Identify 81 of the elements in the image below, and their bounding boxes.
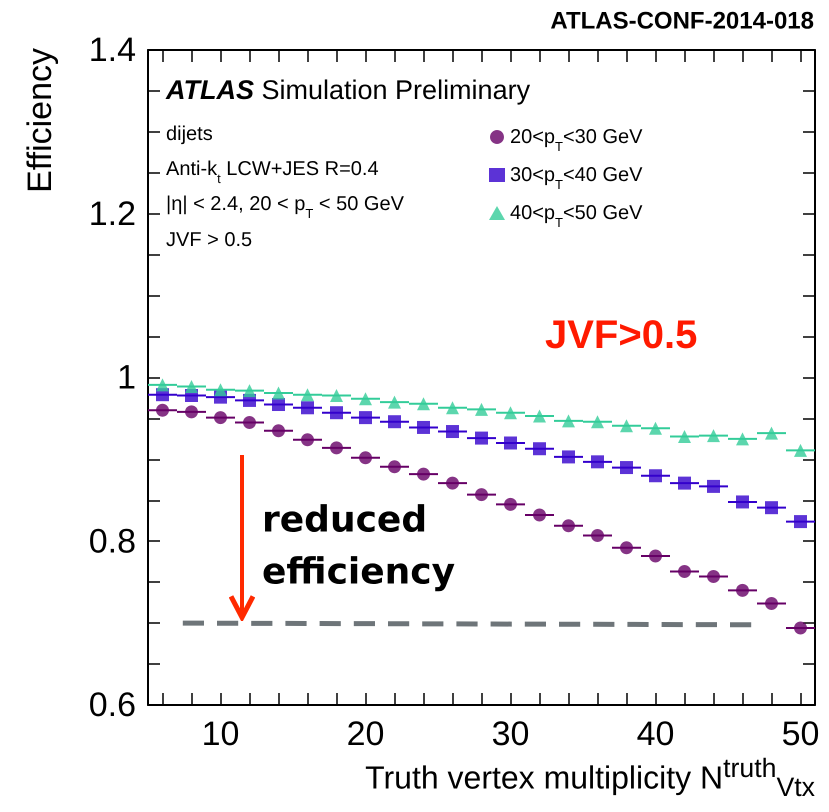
point xyxy=(678,430,691,443)
point xyxy=(649,422,662,435)
point xyxy=(707,429,720,442)
point xyxy=(736,432,749,446)
point xyxy=(591,455,604,468)
point xyxy=(765,426,778,440)
point xyxy=(736,495,749,508)
point xyxy=(591,415,604,428)
point xyxy=(185,380,198,394)
point xyxy=(243,384,256,398)
point xyxy=(562,414,575,428)
y-axis-title: Efficiency xyxy=(21,48,59,193)
x-tick-label: 40 xyxy=(636,715,674,753)
point xyxy=(417,397,430,410)
point xyxy=(591,529,604,542)
point xyxy=(388,396,401,409)
point xyxy=(649,469,662,482)
point xyxy=(504,406,517,420)
point xyxy=(359,411,372,424)
x-tick-label: 10 xyxy=(202,715,240,753)
point xyxy=(214,411,227,424)
point xyxy=(330,441,343,454)
point xyxy=(330,406,343,420)
point xyxy=(359,392,372,406)
point xyxy=(562,519,575,532)
x-tick-label: 20 xyxy=(346,715,384,753)
point xyxy=(301,388,314,402)
point xyxy=(533,409,546,422)
annotation: JVF>0.5 xyxy=(545,313,698,357)
point xyxy=(446,401,459,414)
point xyxy=(388,415,401,428)
point xyxy=(156,404,169,417)
point xyxy=(794,622,807,635)
annotation: reduced efficiency xyxy=(262,500,456,592)
x-tick-label: 50 xyxy=(782,715,820,753)
point xyxy=(243,416,256,430)
y-tick-label: 1.2 xyxy=(88,194,136,233)
point xyxy=(417,420,430,434)
y-tick-label: 1 xyxy=(117,358,136,396)
point xyxy=(533,442,546,456)
point xyxy=(475,488,488,502)
point xyxy=(794,515,807,528)
point xyxy=(562,450,575,464)
point xyxy=(649,549,662,562)
y-tick-label: 0.8 xyxy=(88,522,136,560)
point xyxy=(533,508,546,522)
point xyxy=(156,378,169,392)
point xyxy=(707,480,720,493)
point xyxy=(446,476,459,490)
x-tick-label: 30 xyxy=(492,715,530,753)
point xyxy=(620,541,633,554)
point xyxy=(504,436,517,450)
point xyxy=(765,596,778,610)
text: ATLAS Simulation Preliminary xyxy=(165,75,531,105)
y-tick-label: 0.6 xyxy=(88,686,136,724)
point xyxy=(678,476,691,490)
point xyxy=(301,433,314,446)
point xyxy=(330,389,343,402)
point xyxy=(794,444,807,457)
point xyxy=(388,460,401,474)
point xyxy=(417,468,430,481)
annotation: JVF > 0.5 xyxy=(166,229,252,251)
point xyxy=(359,451,372,464)
point xyxy=(504,498,517,511)
point xyxy=(475,402,488,416)
y-tick-label: 1.4 xyxy=(88,31,136,69)
point xyxy=(185,405,198,418)
point xyxy=(620,419,633,432)
point xyxy=(301,401,314,414)
point xyxy=(736,584,749,597)
point xyxy=(475,432,488,445)
point xyxy=(620,461,633,474)
point xyxy=(446,425,459,438)
point xyxy=(272,424,285,438)
point xyxy=(765,501,778,514)
point xyxy=(707,570,720,583)
chart-title: ATLAS-CONF-2014-018 xyxy=(550,8,814,34)
annotation: dijets xyxy=(166,123,213,145)
point xyxy=(678,565,691,578)
point xyxy=(214,383,227,396)
point xyxy=(272,386,285,400)
